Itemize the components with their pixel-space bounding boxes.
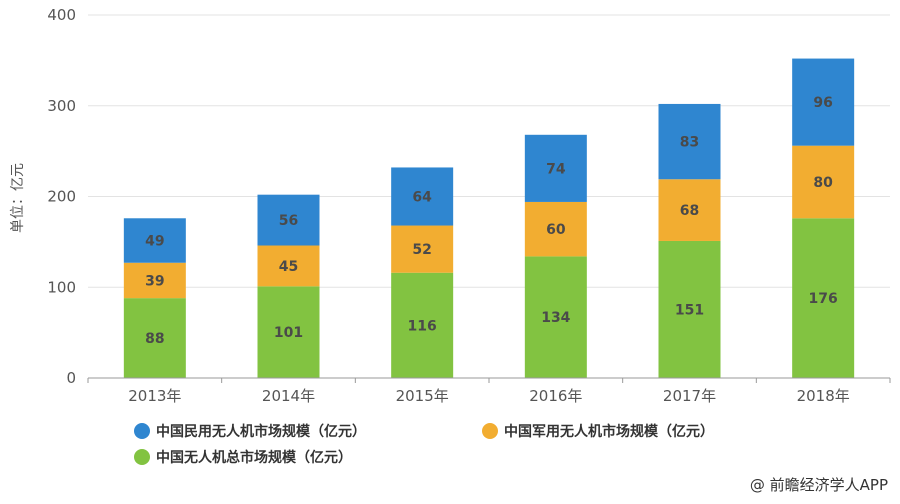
data-label: 49 [145,234,164,250]
data-label: 56 [279,213,298,229]
y-tick-label: 300 [47,97,76,115]
bar-segment [391,167,454,226]
data-label: 45 [279,259,298,275]
data-label: 80 [813,175,833,191]
data-label: 64 [412,190,432,206]
legend-label: 中国军用无人机市场规模（亿元） [504,423,714,440]
bar-segment [658,240,721,378]
source-credit: @ 前瞻经济学人APP [750,476,888,494]
x-tick-label: 2018年 [797,387,850,405]
y-tick-label: 400 [47,6,76,24]
x-tick-label: 2017年 [663,387,716,405]
bar-segment [123,262,186,299]
x-tick-label: 2013年 [128,387,181,405]
legend: 中国民用无人机市场规模（亿元） 中国军用无人机市场规模（亿元） 中国无人机总市场规模… [134,423,714,466]
bar-segment [391,225,454,273]
bar-segment [524,134,587,202]
data-label: 88 [145,331,164,347]
bar-segment [658,179,721,241]
data-labels-layer: 88 39 49 101 45 56 116 52 64 134 60 74 151 68 83 176 80 9… [145,95,838,347]
legend-marker [134,423,150,439]
y-axis-label: 单位：亿元 [10,163,26,233]
bar-segment [658,103,721,180]
legend-marker [134,449,150,465]
bar-segment [792,145,855,219]
legend-label: 中国民用无人机市场规模（亿元） [156,423,366,440]
data-label: 116 [408,318,437,334]
bar-segment [257,286,320,378]
bar-segment [524,256,587,378]
data-label: 151 [675,302,704,318]
data-label: 134 [541,310,570,326]
bars-layer [123,58,855,378]
data-label: 96 [813,95,832,111]
bar-segment [257,194,320,246]
bar-segment [792,218,855,378]
legend-marker [482,423,498,439]
bar-segment [123,298,186,378]
bar-segment [792,58,855,146]
axis-layer: 0 100 200 300 400 2013年 2014年 2015年 2016年 2017年 20… [47,6,891,405]
data-label: 60 [546,222,566,238]
bar-segment [257,245,320,287]
bar-segment [524,201,587,257]
bar-segment [123,218,186,263]
grid-layer [88,14,890,288]
x-tick-label: 2016年 [529,387,582,405]
bar-segment [391,272,454,378]
data-label: 68 [680,203,699,219]
y-tick-label: 0 [66,369,76,387]
data-label: 176 [809,291,838,307]
x-tick-label: 2014年 [262,387,315,405]
y-tick-label: 100 [47,278,76,296]
data-label: 101 [274,325,303,341]
data-label: 74 [546,161,566,177]
data-label: 39 [145,273,164,289]
data-label: 52 [412,242,431,258]
x-tick-label: 2015年 [396,387,449,405]
y-tick-label: 200 [47,188,76,206]
legend-label: 中国无人机总市场规模（亿元） [156,449,352,466]
data-label: 83 [680,135,699,151]
